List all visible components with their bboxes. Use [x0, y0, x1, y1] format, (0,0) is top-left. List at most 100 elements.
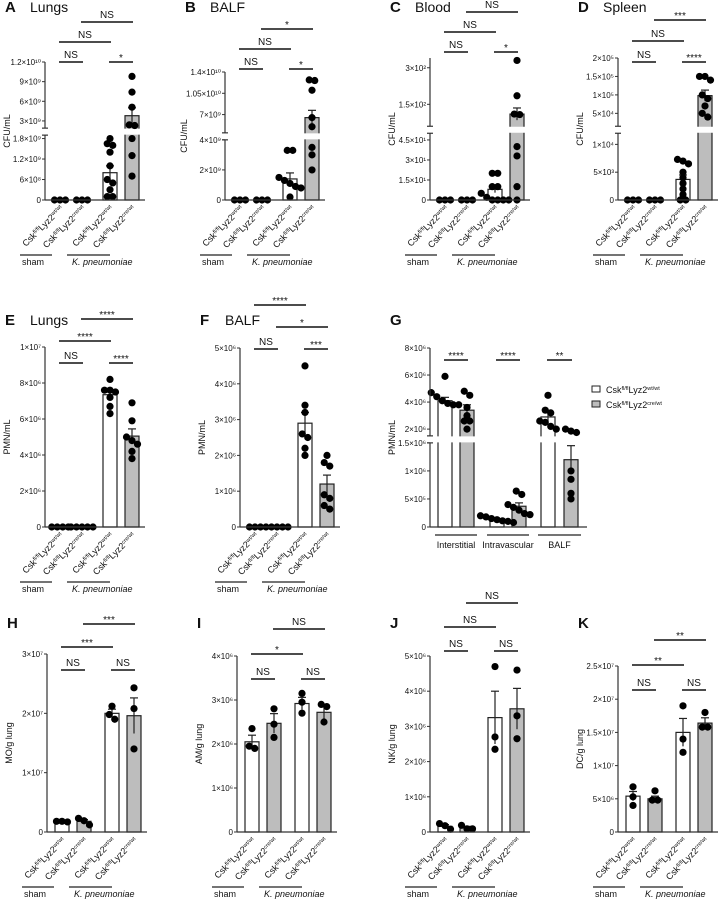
x-category-label: Intravascular: [482, 540, 534, 550]
panel-letter: D: [578, 0, 589, 16]
y-axis-label: PMN/mL: [197, 420, 207, 455]
significance-label: NS: [64, 50, 78, 61]
y-tick-label: 6×10⁹: [20, 97, 41, 106]
data-point: [74, 814, 83, 822]
panel-f: F BALF01×10⁶2×10⁶3×10⁶4×10⁶5×10⁶PMN/mLCsk…: [197, 296, 340, 594]
axis-break-gap: [219, 133, 327, 140]
significance-label: *: [300, 318, 304, 329]
data-point: [673, 155, 682, 163]
data-point: [80, 817, 88, 825]
bar: [675, 731, 691, 833]
data-point: [109, 179, 117, 187]
data-point: [567, 475, 575, 483]
data-point: [308, 114, 316, 122]
data-point: [455, 401, 463, 409]
data-point: [320, 718, 328, 726]
data-point: [100, 386, 109, 394]
significance-label: NS: [292, 617, 306, 628]
significance-label: NS: [306, 667, 320, 678]
panel-g: G 0 5×10⁵ 1×10⁶ 1.5×10⁶ 2×10⁶ 4×10⁶ 6×10⁶ 8×10⁶ P…: [387, 312, 662, 550]
y-tick-label: 0: [217, 196, 222, 205]
data-point: [128, 72, 136, 81]
data-point: [541, 406, 549, 414]
data-point: [106, 162, 114, 170]
significance-label: ***: [103, 615, 115, 626]
data-point: [651, 787, 659, 795]
data-point: [301, 362, 309, 370]
data-point: [704, 94, 712, 103]
data-point: [128, 437, 136, 445]
y-tick-label: 8×10⁶: [20, 379, 41, 388]
condition-label-sham: sham: [217, 584, 239, 594]
condition-label-sham: sham: [214, 889, 236, 899]
data-point: [270, 720, 278, 728]
data-point: [679, 748, 687, 756]
data-point: [286, 193, 294, 201]
significance-label: ****: [77, 332, 93, 343]
data-point: [698, 91, 706, 99]
significance-label: *: [119, 53, 123, 64]
y-axis-label: MO/g lung: [4, 722, 14, 764]
data-point: [515, 506, 523, 514]
significance-label: ****: [500, 351, 516, 362]
y-tick-label: 0: [37, 523, 42, 532]
y-tick-label: 6×10⁶: [405, 371, 426, 380]
bar: [540, 416, 556, 528]
y-tick-label: 4×10⁶: [405, 398, 426, 407]
y-tick-label: 2×10⁶: [212, 740, 233, 749]
data-point: [444, 399, 452, 408]
data-point: [122, 433, 131, 441]
y-tick-label: 2×10⁷: [593, 695, 614, 704]
significance-label: *: [275, 645, 279, 656]
condition-label-sham: sham: [595, 257, 617, 267]
data-point: [654, 796, 662, 804]
y-tick-label: 4×10⁶: [405, 687, 426, 696]
legend-label: Cskfl/flLyz2wt/wt: [606, 385, 660, 395]
data-point: [536, 417, 544, 425]
data-point: [109, 192, 117, 201]
axis-break-gap: [612, 126, 719, 133]
y-tick-label: 3×10⁶: [212, 696, 233, 705]
data-point: [130, 684, 138, 692]
data-point: [248, 725, 256, 733]
data-point: [463, 411, 471, 420]
data-point: [128, 399, 136, 407]
y-tick-label: 3×10⁹: [20, 117, 41, 126]
bar: [294, 702, 310, 833]
panel-title: BALF: [210, 0, 245, 15]
y-tick-label: 0: [610, 828, 615, 837]
data-point: [128, 134, 136, 143]
panel-d: D Spleen 0 5×10³ 1×10⁴ 5×10⁴ 1×10⁵ 1.5×10⁵ 2×10⁵…: [575, 0, 719, 267]
condition-label-pneumoniae: K. pneumoniae: [72, 584, 133, 594]
data-point: [286, 179, 294, 188]
y-tick-label: 2×10⁶: [20, 487, 41, 496]
condition-label-sham: sham: [595, 889, 617, 899]
data-point: [446, 825, 455, 833]
bar: [244, 741, 260, 833]
data-point: [301, 451, 309, 459]
data-point: [629, 801, 637, 810]
data-point: [326, 505, 334, 513]
data-point: [513, 666, 521, 674]
y-tick-label: 1.5×10¹: [399, 176, 427, 185]
data-point: [133, 440, 142, 448]
data-point: [109, 141, 117, 149]
significance-label: NS: [258, 37, 272, 48]
bar: [316, 711, 332, 833]
data-point: [561, 425, 570, 433]
condition-label-sham: sham: [202, 257, 224, 267]
data-point: [477, 189, 485, 197]
data-point: [441, 372, 449, 380]
condition-label-pneumoniae: K. pneumoniae: [457, 257, 518, 267]
data-point: [544, 391, 552, 399]
data-point: [466, 417, 474, 425]
data-point: [488, 183, 496, 191]
condition-label-sham: sham: [22, 584, 44, 594]
panel-e: E Lungs02×10⁶4×10⁶6×10⁶8×10⁶1×10⁷PMN/mLCs…: [2, 310, 145, 594]
condition-label-sham: sham: [22, 257, 44, 267]
y-tick-label: 1×10⁵: [593, 91, 614, 100]
significance-label: NS: [637, 50, 651, 61]
data-point: [494, 169, 502, 177]
condition-label-pneumoniae: K. pneumoniae: [72, 257, 133, 267]
data-point: [435, 819, 444, 828]
